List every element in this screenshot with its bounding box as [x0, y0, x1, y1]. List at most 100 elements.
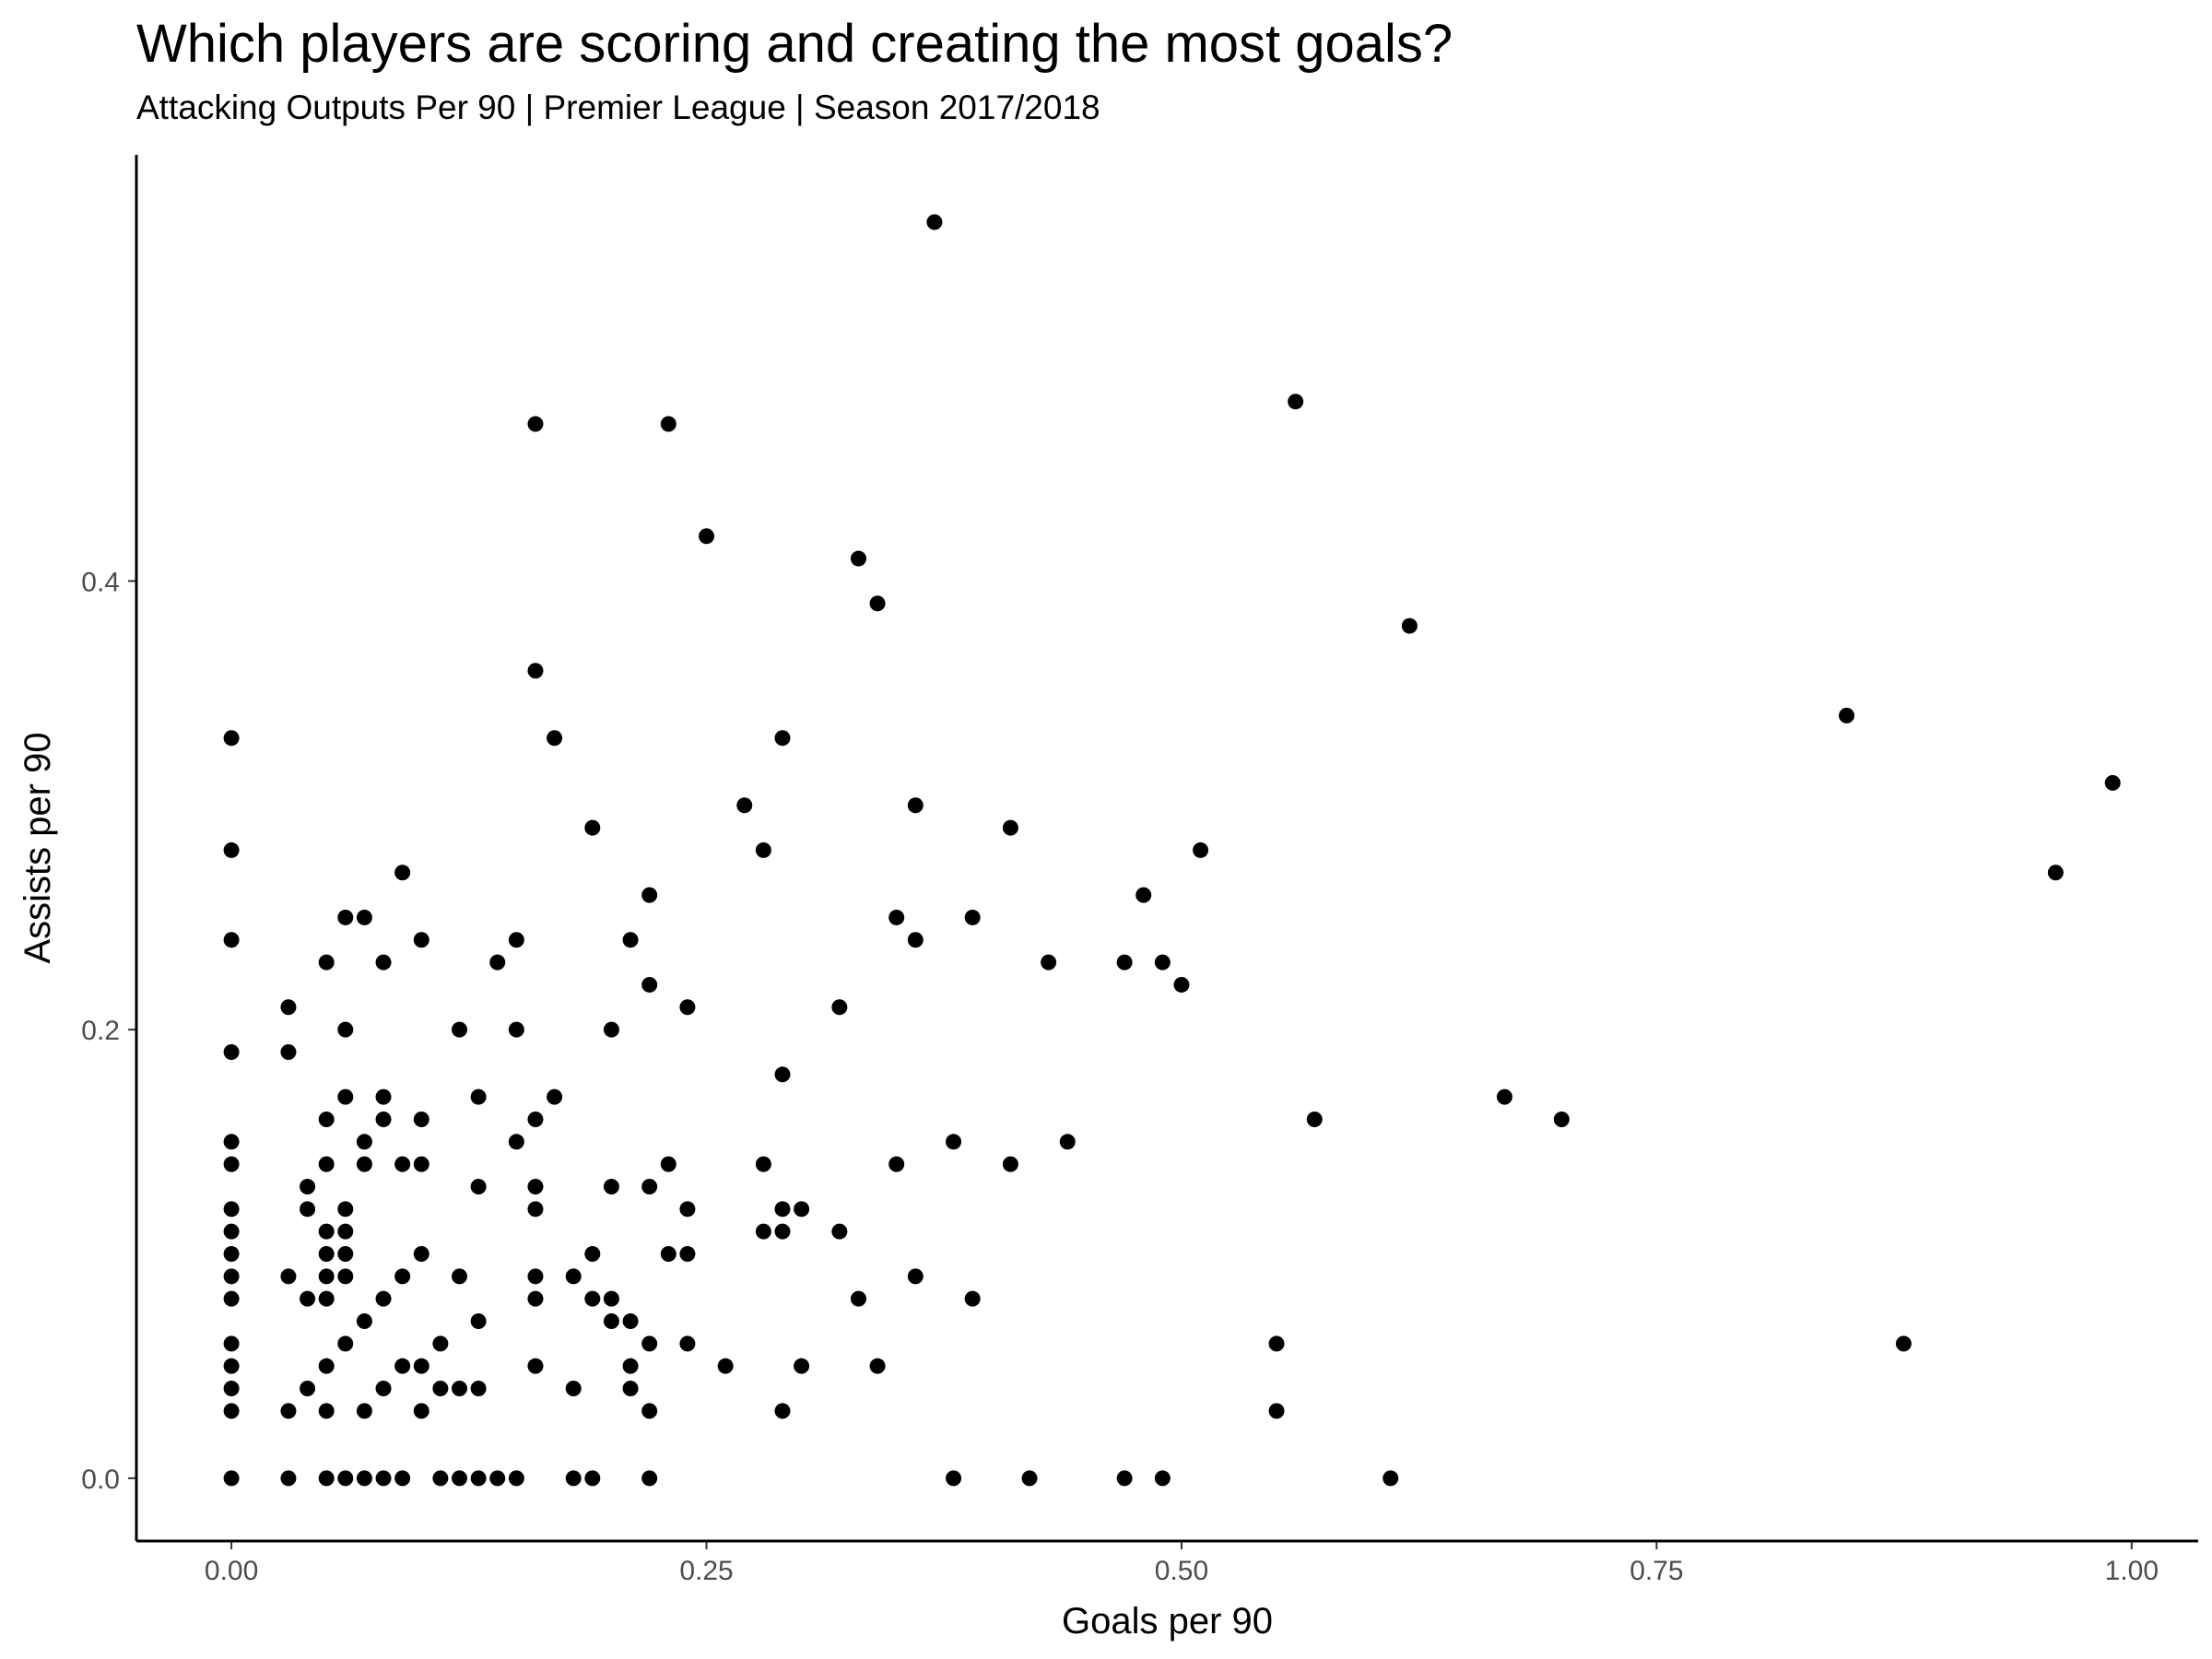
data-point	[584, 1245, 601, 1262]
x-tick-label: 1.00	[2105, 1556, 2159, 1586]
data-point	[584, 1290, 601, 1307]
data-point	[375, 954, 392, 971]
data-point	[774, 1223, 791, 1240]
data-point	[603, 1313, 619, 1330]
y-axis-title: Assists per 90	[18, 732, 58, 963]
data-point	[470, 1313, 487, 1330]
data-point	[946, 1134, 962, 1150]
data-point	[1021, 1470, 1038, 1487]
data-point	[679, 999, 696, 1016]
x-axis-title: Goals per 90	[1062, 1601, 1273, 1641]
data-point	[774, 1201, 791, 1218]
data-point	[699, 528, 715, 545]
data-point	[318, 954, 335, 971]
data-point	[413, 1358, 429, 1374]
data-point	[432, 1335, 449, 1352]
data-point	[907, 1268, 924, 1285]
data-point	[318, 1223, 335, 1240]
data-point	[2047, 865, 2064, 881]
data-point	[508, 1470, 524, 1487]
data-point	[451, 1268, 467, 1285]
data-point	[850, 1290, 866, 1307]
data-point	[794, 1201, 810, 1218]
data-point	[223, 1223, 240, 1240]
data-point	[527, 1290, 544, 1307]
data-point	[356, 1313, 372, 1330]
data-point	[869, 1358, 886, 1374]
data-point	[280, 1043, 297, 1060]
data-point	[508, 1134, 524, 1150]
data-point	[337, 1088, 354, 1105]
data-point	[413, 1156, 429, 1172]
data-point	[413, 1403, 429, 1419]
data-point	[622, 1381, 639, 1397]
data-point	[1154, 954, 1171, 971]
data-point	[1268, 1335, 1285, 1352]
data-point	[280, 1268, 297, 1285]
data-point	[926, 214, 943, 230]
data-point	[1002, 819, 1018, 836]
data-point	[508, 1021, 524, 1038]
data-point	[375, 1088, 392, 1105]
y-tick-label: 0.0	[81, 1465, 120, 1495]
data-point	[946, 1470, 962, 1487]
data-point	[869, 595, 886, 612]
data-point	[394, 1156, 411, 1172]
data-point	[641, 976, 658, 993]
data-point	[356, 1403, 372, 1419]
data-point	[470, 1470, 487, 1487]
data-point	[641, 1403, 658, 1419]
chart-title: Which players are scoring and creating t…	[136, 14, 1453, 74]
data-point	[470, 1178, 487, 1194]
data-point	[280, 999, 297, 1016]
data-point	[318, 1290, 335, 1307]
data-point	[888, 909, 905, 925]
data-point	[565, 1268, 582, 1285]
data-point	[223, 1134, 240, 1150]
data-point	[774, 1403, 791, 1419]
x-tick-label: 0.00	[205, 1556, 258, 1586]
data-point	[223, 1156, 240, 1172]
data-point	[1895, 1335, 1912, 1352]
data-point	[223, 932, 240, 948]
data-point	[337, 1223, 354, 1240]
data-point	[451, 1381, 467, 1397]
data-point	[451, 1021, 467, 1038]
data-point	[300, 1201, 316, 1218]
data-point	[413, 932, 429, 948]
data-point	[755, 1156, 771, 1172]
data-point	[1116, 954, 1133, 971]
data-point	[223, 1201, 240, 1218]
data-point	[679, 1335, 696, 1352]
data-point	[280, 1403, 297, 1419]
data-point	[679, 1201, 696, 1218]
data-point	[1553, 1111, 1570, 1127]
data-point	[679, 1245, 696, 1262]
y-tick-label: 0.4	[81, 567, 120, 597]
data-point	[356, 1470, 372, 1487]
data-point	[223, 1470, 240, 1487]
data-point	[337, 1268, 354, 1285]
data-point	[223, 730, 240, 747]
data-point	[660, 1156, 677, 1172]
data-point	[831, 999, 848, 1016]
data-point	[660, 1245, 677, 1262]
data-point	[547, 1088, 563, 1105]
data-point	[223, 1381, 240, 1397]
chart-subtitle: Attacking Outputs Per 90 | Premier Leagu…	[136, 88, 1100, 126]
data-point	[318, 1111, 335, 1127]
data-point	[736, 797, 753, 814]
data-point	[508, 932, 524, 948]
data-point	[641, 887, 658, 903]
data-point	[1116, 1470, 1133, 1487]
data-point	[527, 663, 544, 679]
data-point	[1839, 707, 1855, 724]
data-point	[318, 1470, 335, 1487]
data-point	[337, 1245, 354, 1262]
y-tick-label: 0.2	[81, 1016, 120, 1046]
data-point	[394, 865, 411, 881]
data-point	[717, 1358, 734, 1374]
data-point	[470, 1088, 487, 1105]
data-point	[641, 1335, 658, 1352]
data-point	[774, 1066, 791, 1083]
